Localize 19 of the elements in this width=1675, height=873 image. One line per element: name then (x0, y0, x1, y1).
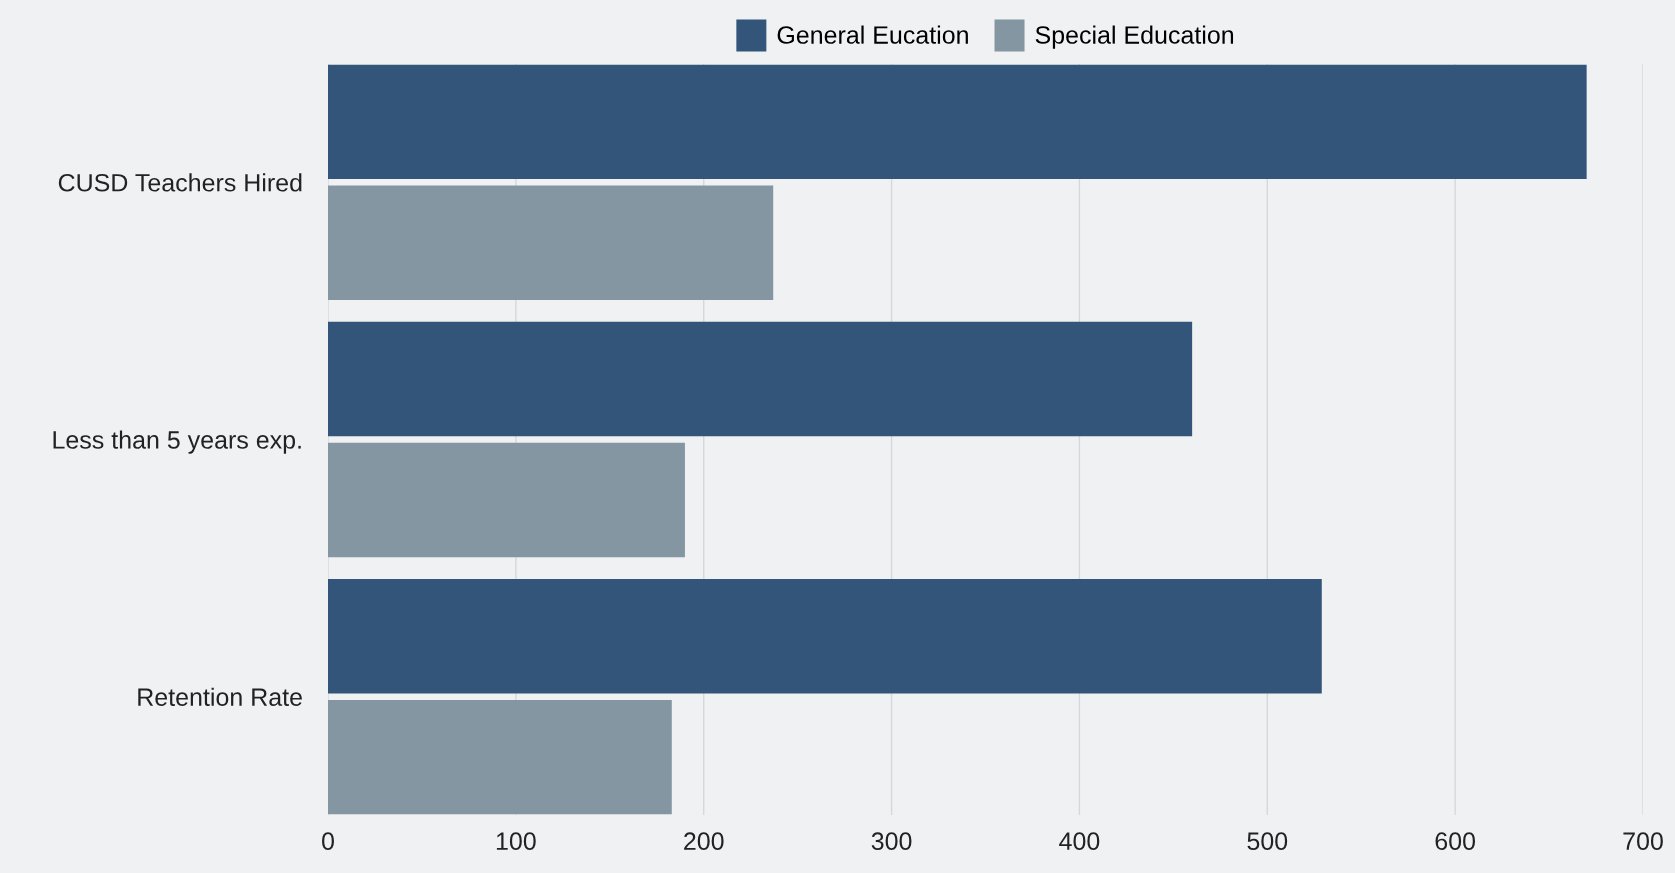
x-tick-label: 300 (871, 832, 912, 851)
x-tick-label: 200 (684, 832, 724, 851)
legend-label: Special Education (1035, 25, 1234, 49)
y-tick-label: CUSD Teachers Hired (58, 173, 302, 192)
bar (328, 321, 1193, 437)
x-tick-label: 500 (1247, 832, 1288, 851)
bar (328, 699, 672, 815)
bar (328, 64, 1587, 180)
x-tick-label: 700 (1623, 832, 1663, 851)
y-tick-label: Less than 5 years exp. (53, 430, 301, 454)
x-tick-label: 400 (1059, 832, 1100, 851)
bar (328, 185, 774, 300)
x-tick-label: 600 (1435, 832, 1476, 851)
x-tick-label: 100 (496, 832, 536, 851)
legend-label: General Eucation (777, 25, 968, 44)
y-tick-label: Retention Rate (138, 687, 302, 706)
bar (328, 442, 685, 558)
x-tick-label: 0 (322, 832, 334, 851)
bar (328, 579, 1322, 694)
